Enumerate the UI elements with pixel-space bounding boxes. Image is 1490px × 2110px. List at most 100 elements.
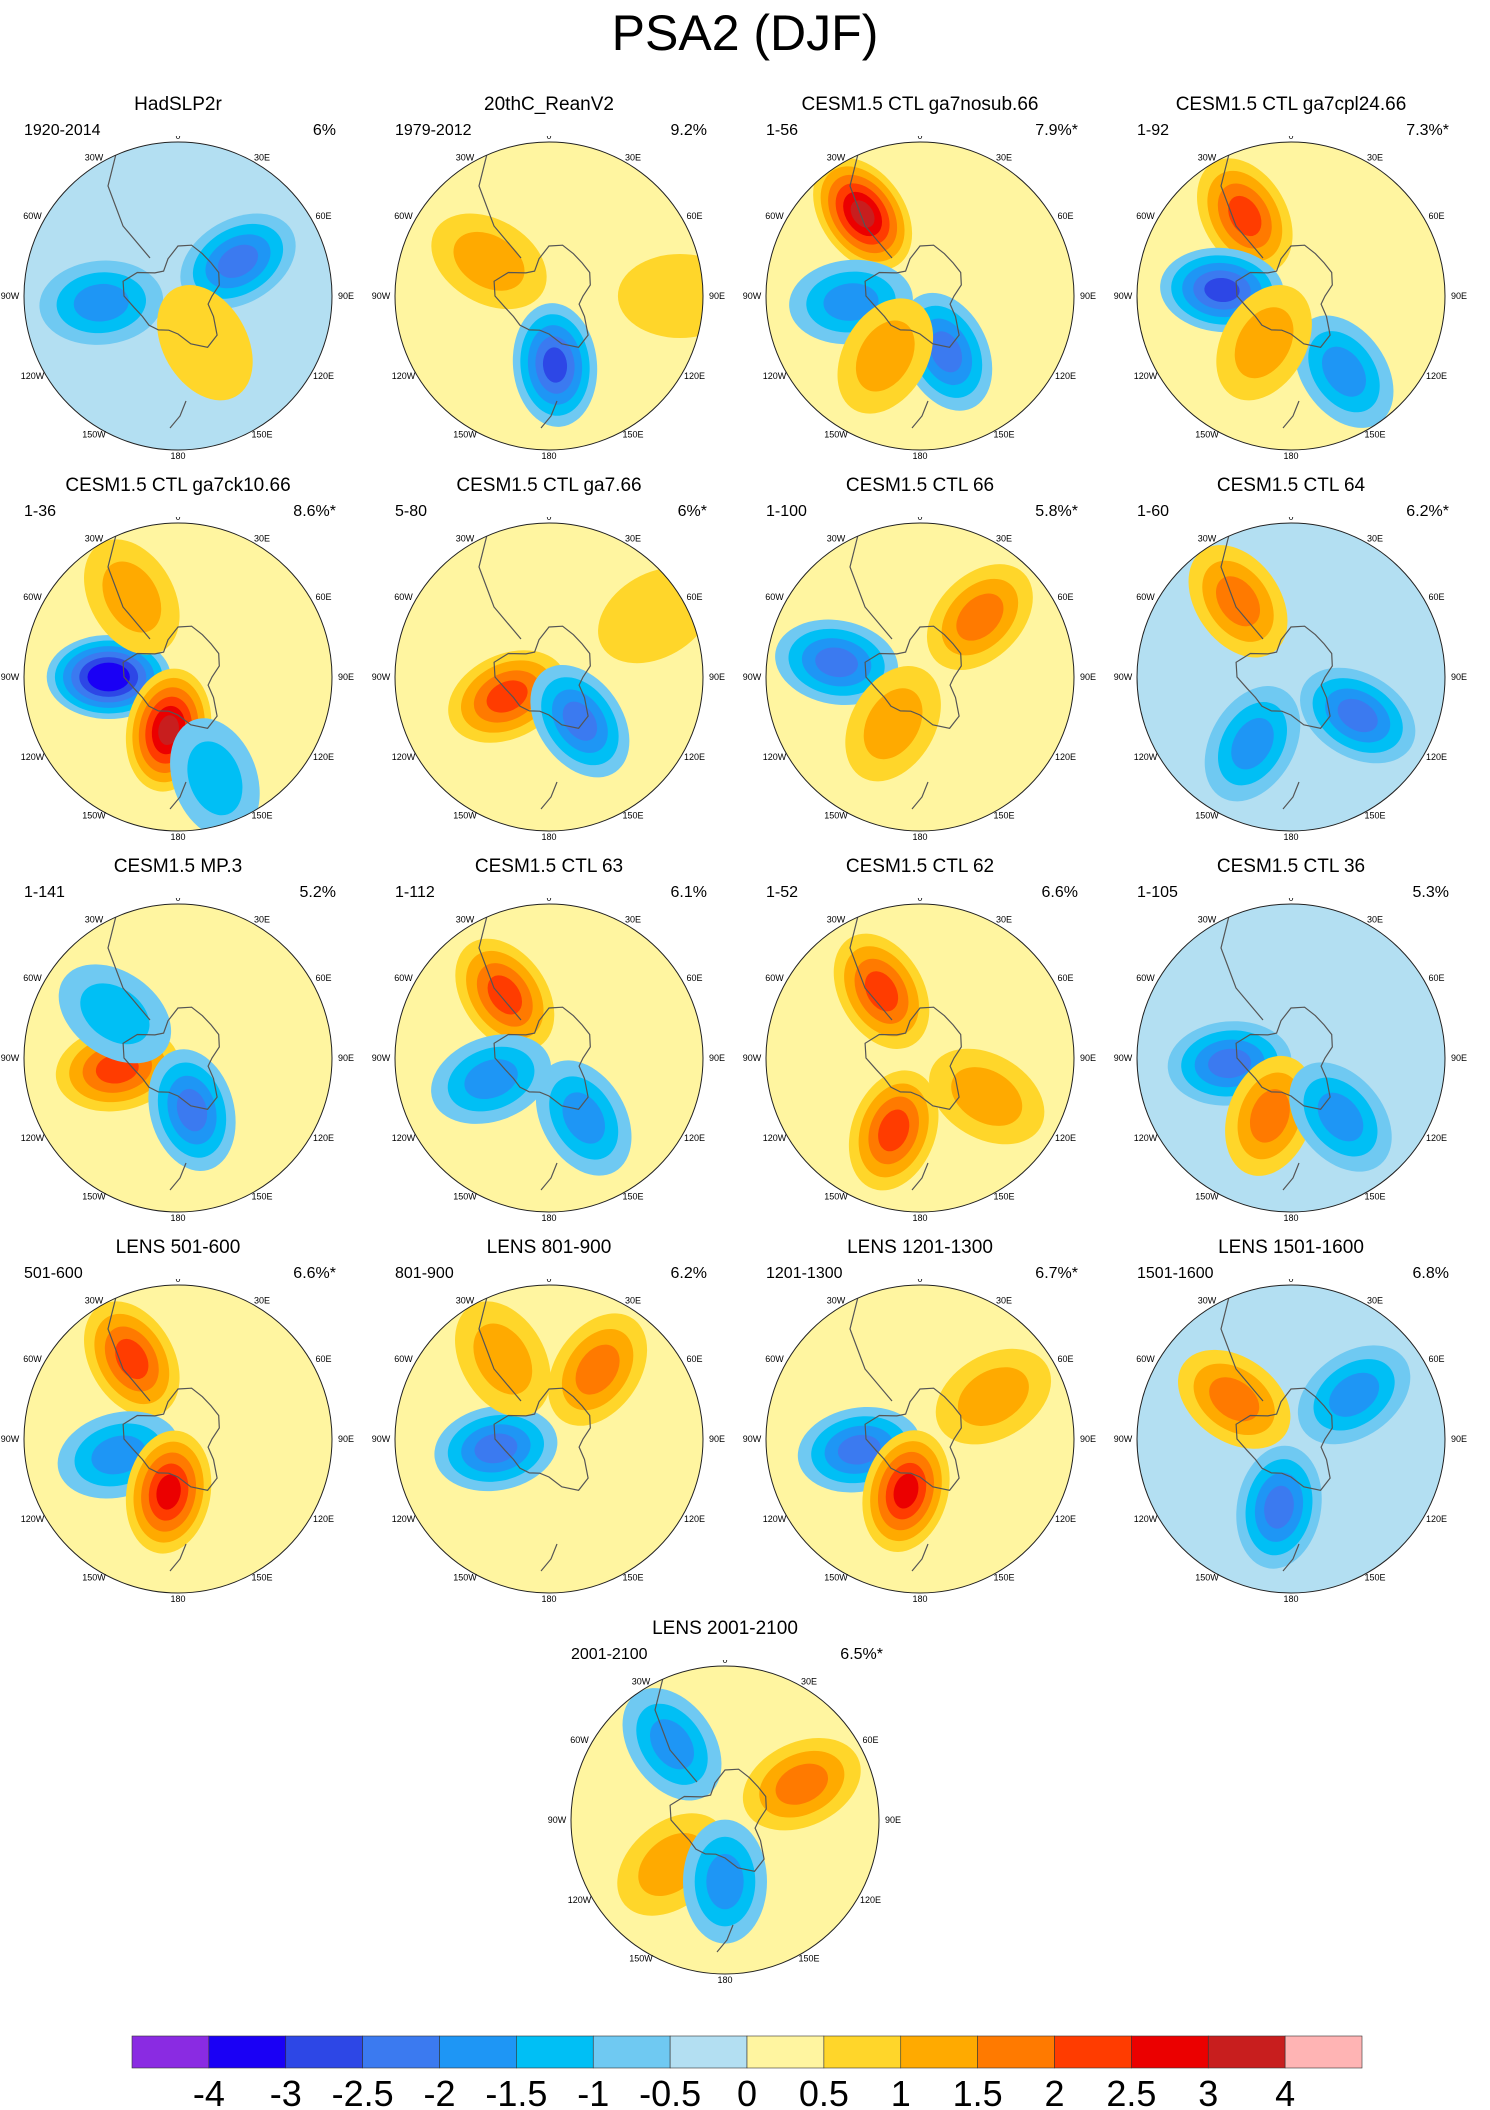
positive-anomaly-contour <box>473 1323 533 1395</box>
antarctica-coastline <box>864 244 962 348</box>
positive-anomaly-contour <box>1209 1377 1260 1422</box>
longitude-label: 90E <box>1451 291 1467 301</box>
panel-years: 5-80 <box>395 503 428 520</box>
longitude-label: 30E <box>254 152 270 162</box>
longitude-label: 90E <box>709 1434 725 1444</box>
longitude-label: 60E <box>315 1354 331 1364</box>
negative-anomaly-contour <box>95 668 122 686</box>
south-america-coastline <box>107 907 151 1021</box>
map-border <box>1136 522 1446 832</box>
panel-variance-percent: 6.7%* <box>1035 1265 1078 1282</box>
new-zealand-coastline <box>1282 1543 1300 1572</box>
south-america-coastline <box>107 1288 151 1402</box>
antarctica-coastline <box>1235 1387 1333 1491</box>
negative-anomaly-contour <box>1321 346 1367 397</box>
panel-years: 1-100 <box>766 503 807 520</box>
longitude-label: 90E <box>1080 672 1096 682</box>
longitude-label: 60E <box>686 973 702 983</box>
panel-variance-percent: 5.3% <box>1412 884 1449 901</box>
south-america-coastline <box>654 1669 698 1783</box>
panel-title: CESM1.5 CTL ga7.66 <box>456 475 642 496</box>
longitude-label: 30E <box>996 533 1012 543</box>
longitude-label: 90E <box>709 672 725 682</box>
negative-anomaly-contour <box>1231 718 1274 770</box>
longitude-label: 150E <box>622 811 643 821</box>
longitude-label: 30W <box>1198 1295 1217 1305</box>
longitude-label: 120E <box>313 371 334 381</box>
longitude-label: 60E <box>1057 973 1073 983</box>
polar-map: 0 30E 60E 90E 120E 150E 180 150W 120W 90W 60W 30W <box>743 136 1096 461</box>
panel-years: 1979-2012 <box>395 122 472 139</box>
panel-variance-percent: 6%* <box>677 503 707 520</box>
longitude-label: 30E <box>1367 152 1383 162</box>
positive-anomaly-contour <box>158 715 179 745</box>
panel-title: LENS 801-900 <box>486 1237 612 1258</box>
longitude-label: 60W <box>394 1354 413 1364</box>
map-panel: LENS 1201-1300 1201-1300 6.7%* 0 30E 60E 90E 12… <box>740 1235 1100 1607</box>
longitude-label: 150E <box>1364 430 1385 440</box>
antarctica-coastline <box>1235 625 1333 729</box>
panel-variance-percent: 5.2% <box>299 884 336 901</box>
longitude-label: 30E <box>625 533 641 543</box>
new-zealand-coastline <box>716 1924 734 1953</box>
longitude-label: 30W <box>827 1295 846 1305</box>
longitude-label: 60E <box>1428 1354 1444 1364</box>
longitude-label: 90E <box>1451 1053 1467 1063</box>
longitude-label: 60E <box>686 592 702 602</box>
longitude-label: 0 <box>1288 898 1293 903</box>
panel-variance-percent: 9.2% <box>670 122 707 139</box>
longitude-label: 180 <box>1283 451 1298 461</box>
colorbar-swatch <box>1131 2035 1209 2069</box>
longitude-label: 60W <box>765 592 784 602</box>
longitude-label: 180 <box>170 1594 185 1604</box>
panel-years: 1-92 <box>1137 122 1170 139</box>
map-border <box>1136 1284 1446 1594</box>
longitude-label: 150E <box>993 430 1014 440</box>
map-border <box>765 141 1075 451</box>
longitude-label: 90E <box>1451 672 1467 682</box>
longitude-label: 60E <box>315 211 331 221</box>
longitude-label: 30W <box>456 914 475 924</box>
panel-variance-percent: 6.2% <box>670 1265 707 1282</box>
longitude-label: 90W <box>1 1053 20 1063</box>
map-panel: CESM1.5 CTL ga7.66 5-80 6%* 0 30E 60E 90E 120E 1… <box>369 473 729 845</box>
map-panel: LENS 1501-1600 1501-1600 6.8% 0 30E 60E 90E 120… <box>1111 1235 1471 1607</box>
longitude-label: 60E <box>1428 973 1444 983</box>
longitude-label: 180 <box>170 451 185 461</box>
positive-anomaly-contour <box>956 593 1004 641</box>
longitude-label: 150E <box>993 811 1014 821</box>
antarctica-coastline <box>864 1006 962 1110</box>
longitude-label: 90E <box>338 291 354 301</box>
map-panel: CESM1.5 CTL 63 1-112 6.1% 0 30E 60E 90E 120E 150… <box>369 854 729 1226</box>
longitude-label: 120W <box>763 1514 787 1524</box>
colorbar-swatch <box>746 2035 825 2069</box>
longitude-label: 0 <box>722 1660 727 1665</box>
longitude-label: 150E <box>622 1192 643 1202</box>
colorbar-swatch <box>592 2035 671 2069</box>
longitude-label: 30E <box>1367 914 1383 924</box>
polar-map: 0 30E 60E 90E 120E 150E 180 150W 120W 90W 60W 30W <box>743 517 1096 842</box>
panel-title: LENS 501-600 <box>115 1237 241 1258</box>
antarctica-coastline <box>493 1006 591 1110</box>
positive-anomaly-contour <box>850 200 875 228</box>
colorbar-swatch <box>439 2035 517 2069</box>
colorbar-tick-label: 3 <box>1198 2073 1218 2110</box>
longitude-label: 30W <box>827 533 846 543</box>
positive-anomaly-contour <box>156 1474 181 1510</box>
colorbar-swatch <box>131 2035 210 2069</box>
new-zealand-coastline <box>1282 781 1300 810</box>
longitude-label: 60E <box>862 1735 878 1745</box>
longitude-label: 0 <box>175 1279 180 1284</box>
panel-years: 1-105 <box>1137 884 1178 901</box>
new-zealand-coastline <box>169 781 187 810</box>
panel-title: CESM1.5 CTL ga7nosub.66 <box>801 94 1039 115</box>
south-america-coastline <box>1220 526 1264 640</box>
map-panel: 20thC_ReanV2 1979-2012 9.2% 0 30E 60E 90E 120E 1… <box>369 92 729 464</box>
colorbar-tick-label: -1.5 <box>485 2073 547 2110</box>
longitude-label: 150W <box>1195 811 1219 821</box>
negative-anomaly-contour <box>1329 1372 1380 1417</box>
new-zealand-coastline <box>540 1543 558 1572</box>
new-zealand-coastline <box>540 1162 558 1191</box>
new-zealand-coastline <box>540 400 558 429</box>
longitude-label: 150W <box>82 1573 106 1583</box>
